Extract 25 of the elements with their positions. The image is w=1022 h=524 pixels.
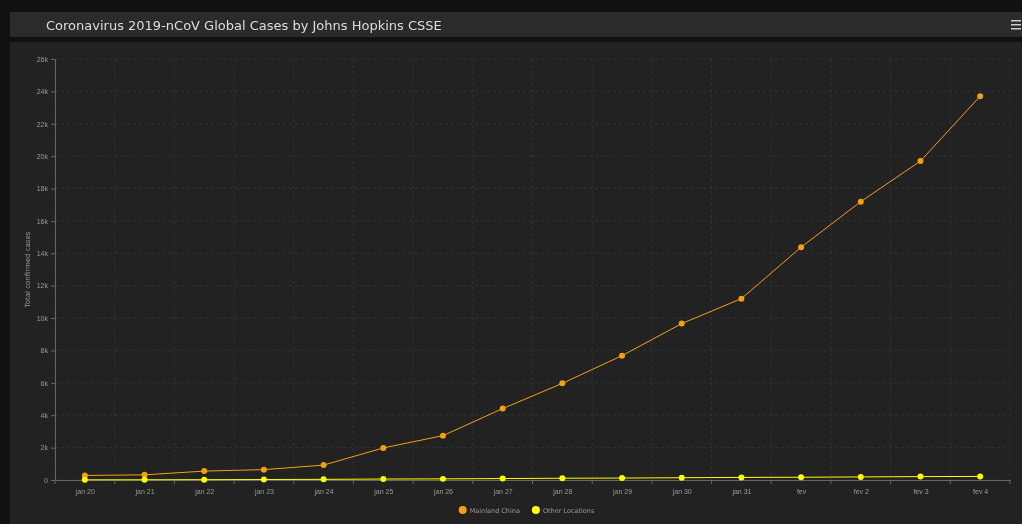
point xyxy=(977,473,984,480)
point xyxy=(917,473,924,480)
point xyxy=(201,468,208,475)
point xyxy=(439,432,446,439)
point xyxy=(917,158,924,164)
point xyxy=(678,320,685,327)
point xyxy=(678,474,685,481)
point xyxy=(738,474,745,481)
point xyxy=(559,380,566,387)
point xyxy=(499,475,506,482)
point xyxy=(499,405,506,412)
point xyxy=(380,444,387,451)
point xyxy=(260,466,267,473)
point xyxy=(559,475,566,482)
point xyxy=(857,198,864,205)
point xyxy=(320,462,327,469)
point xyxy=(857,473,864,480)
point xyxy=(439,475,446,482)
point xyxy=(738,295,745,302)
point xyxy=(619,475,626,482)
chart-title: Coronavirus 2019-nCoV Global Cases by Johns Hopkins CSSE xyxy=(46,18,442,33)
point xyxy=(977,93,984,100)
point xyxy=(798,474,805,481)
point xyxy=(619,352,626,359)
point xyxy=(798,244,805,251)
